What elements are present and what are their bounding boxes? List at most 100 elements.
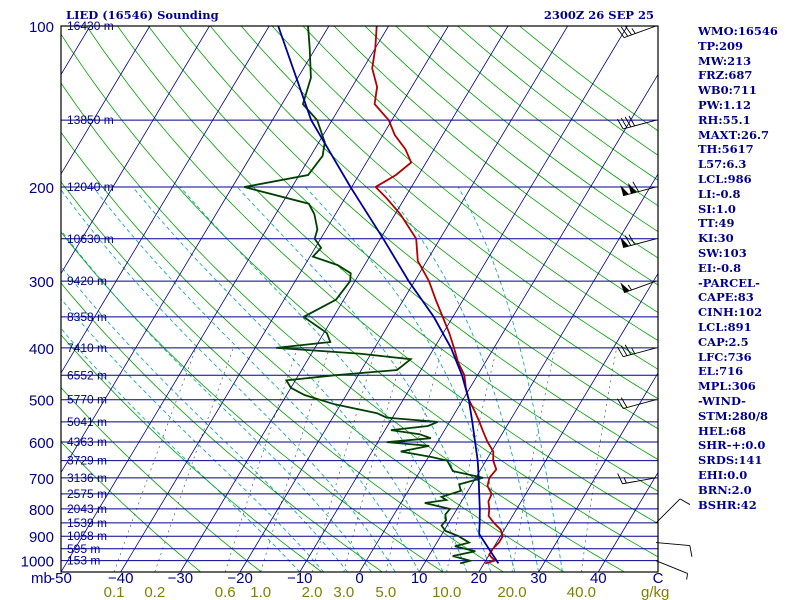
pressure-unit-label: mb [31,570,52,587]
sounding-index: L57:6.3 [698,157,747,172]
pressure-tick-label: 400 [29,341,54,358]
sounding-index: LCL:891 [698,319,752,334]
dry-adiabat-line [364,26,658,259]
mixing-ratio-tick-label: 0.2 [144,584,165,600]
height-level-label: 7410 m [67,341,107,355]
height-level-label: 6552 m [67,368,107,382]
height-level-label: 16430 m [67,19,114,33]
height-level-label: 2575 m [67,487,107,501]
wind-barb [617,473,657,485]
pressure-tick-label: 1000 [21,554,54,571]
sounding-index: TP:209 [698,38,744,53]
sounding-index: LFC:736 [698,349,752,364]
pressure-tick-label: 900 [29,529,54,546]
sounding-index: SHR-+:0.0 [698,438,766,453]
mixing-ratio-tick-label: 0.1 [104,584,125,600]
wind-barb [617,397,657,409]
mixing-ratio-tick-label: 0.6 [215,584,236,600]
sounding-index: TH:5617 [698,142,754,157]
moist-adiabat-line [132,186,444,572]
height-level-label: 13850 m [67,113,114,127]
isotherm-line [299,26,628,572]
moist-adiabat-line [61,327,301,572]
mixing-ratio-tick-label: 20.0 [497,584,526,600]
sounding-index: -PARCEL- [698,275,760,290]
pressure-tick-label: 100 [29,19,54,36]
dry-adiabat-line [148,26,658,461]
sounding-index: CINH:102 [698,305,763,320]
dry-adiabat-line [240,26,658,370]
sounding-index: CAP:2.5 [698,334,749,349]
sounding-index: MW:213 [698,53,752,68]
height-level-label: 12040 m [67,180,114,194]
height-level-label: 1058 m [67,529,107,543]
mixing-ratio-line [385,347,443,572]
wind-barb [655,498,691,524]
wind-barb [655,560,688,580]
sounding-index: EI:-0.8 [698,260,742,275]
dry-adiabat-line [271,26,658,342]
sounding-index: BRN:2.0 [698,482,752,497]
mixing-ratio-line [343,347,405,572]
sounding-index: WB0:711 [698,83,757,98]
mixing-ratio-line [224,347,298,572]
moist-adiabat-line [92,186,420,572]
sounding-index: HEL:68 [698,423,746,438]
dry-adiabat-line [178,26,658,430]
mixing-ratio-unit-label: g/kg [641,584,669,600]
mixing-ratio-tick-label: 40.0 [567,584,596,600]
isotherm-line [61,26,210,275]
plot-frame [60,25,659,573]
pressure-tick-label: 700 [29,471,54,488]
temperature-tick-label: C [653,570,664,587]
temperature-profile-line [371,26,504,565]
sounding-index: PW:1.12 [698,97,752,112]
temperature-tick-label: −30 [168,570,193,587]
mixing-ratio-line [113,347,197,572]
dry-adiabat-line [61,387,262,572]
isotherm-line [478,272,658,572]
dry-adiabat-line [61,82,625,572]
pressure-tick-label: 200 [29,180,54,197]
temperature-tick-label: 10 [411,570,428,587]
temperature-tick-label: −40 [108,570,133,587]
moist-adiabat-line [61,189,396,572]
mixing-ratio-tick-label: 10.0 [432,584,461,600]
moist-adiabat-line [457,186,563,572]
wind-barb [655,542,693,557]
sounding-index: SW:103 [698,245,747,260]
height-level-label: 3136 m [67,471,107,485]
height-level-label: 4363 m [67,435,107,449]
dry-adiabat-line [61,181,504,572]
isotherm-line [597,471,658,572]
sounding-index: EHI:0.0 [698,467,748,482]
sounding-index: LI:-0.8 [698,186,741,201]
isotherm-line [120,26,449,572]
sounding-index: SI:1.0 [698,201,736,216]
height-level-label: 1539 m [67,516,107,530]
height-level-label: 153 m [67,554,100,568]
wind-barb [620,181,657,197]
pressure-tick-label: 300 [29,274,54,291]
dry-adiabat-line [61,231,444,572]
wind-barb [617,115,657,130]
height-level-label: 5770 m [67,393,107,407]
mixing-ratio-line [311,347,377,572]
moist-adiabat-line [179,186,468,572]
mixing-ratio-tick-label: 3.0 [333,584,354,600]
dewpoint-profile-line [244,26,484,565]
isotherm-line [61,26,389,572]
moist-adiabat-line [236,186,492,572]
sounding-index: MAXT:26.7 [698,127,769,142]
mixing-ratio-line [581,347,617,572]
mixing-ratio-tick-label: 1.0 [250,584,271,600]
wind-barb [620,234,657,249]
dry-adiabat-line [86,26,658,524]
moist-adiabat-line [381,186,539,572]
sounding-index: SRDS:141 [698,453,763,468]
mixing-ratio-line [446,347,498,572]
sounding-index: LCL:986 [698,171,752,186]
sounding-index: TT:49 [698,216,735,231]
wind-barb [617,344,657,358]
